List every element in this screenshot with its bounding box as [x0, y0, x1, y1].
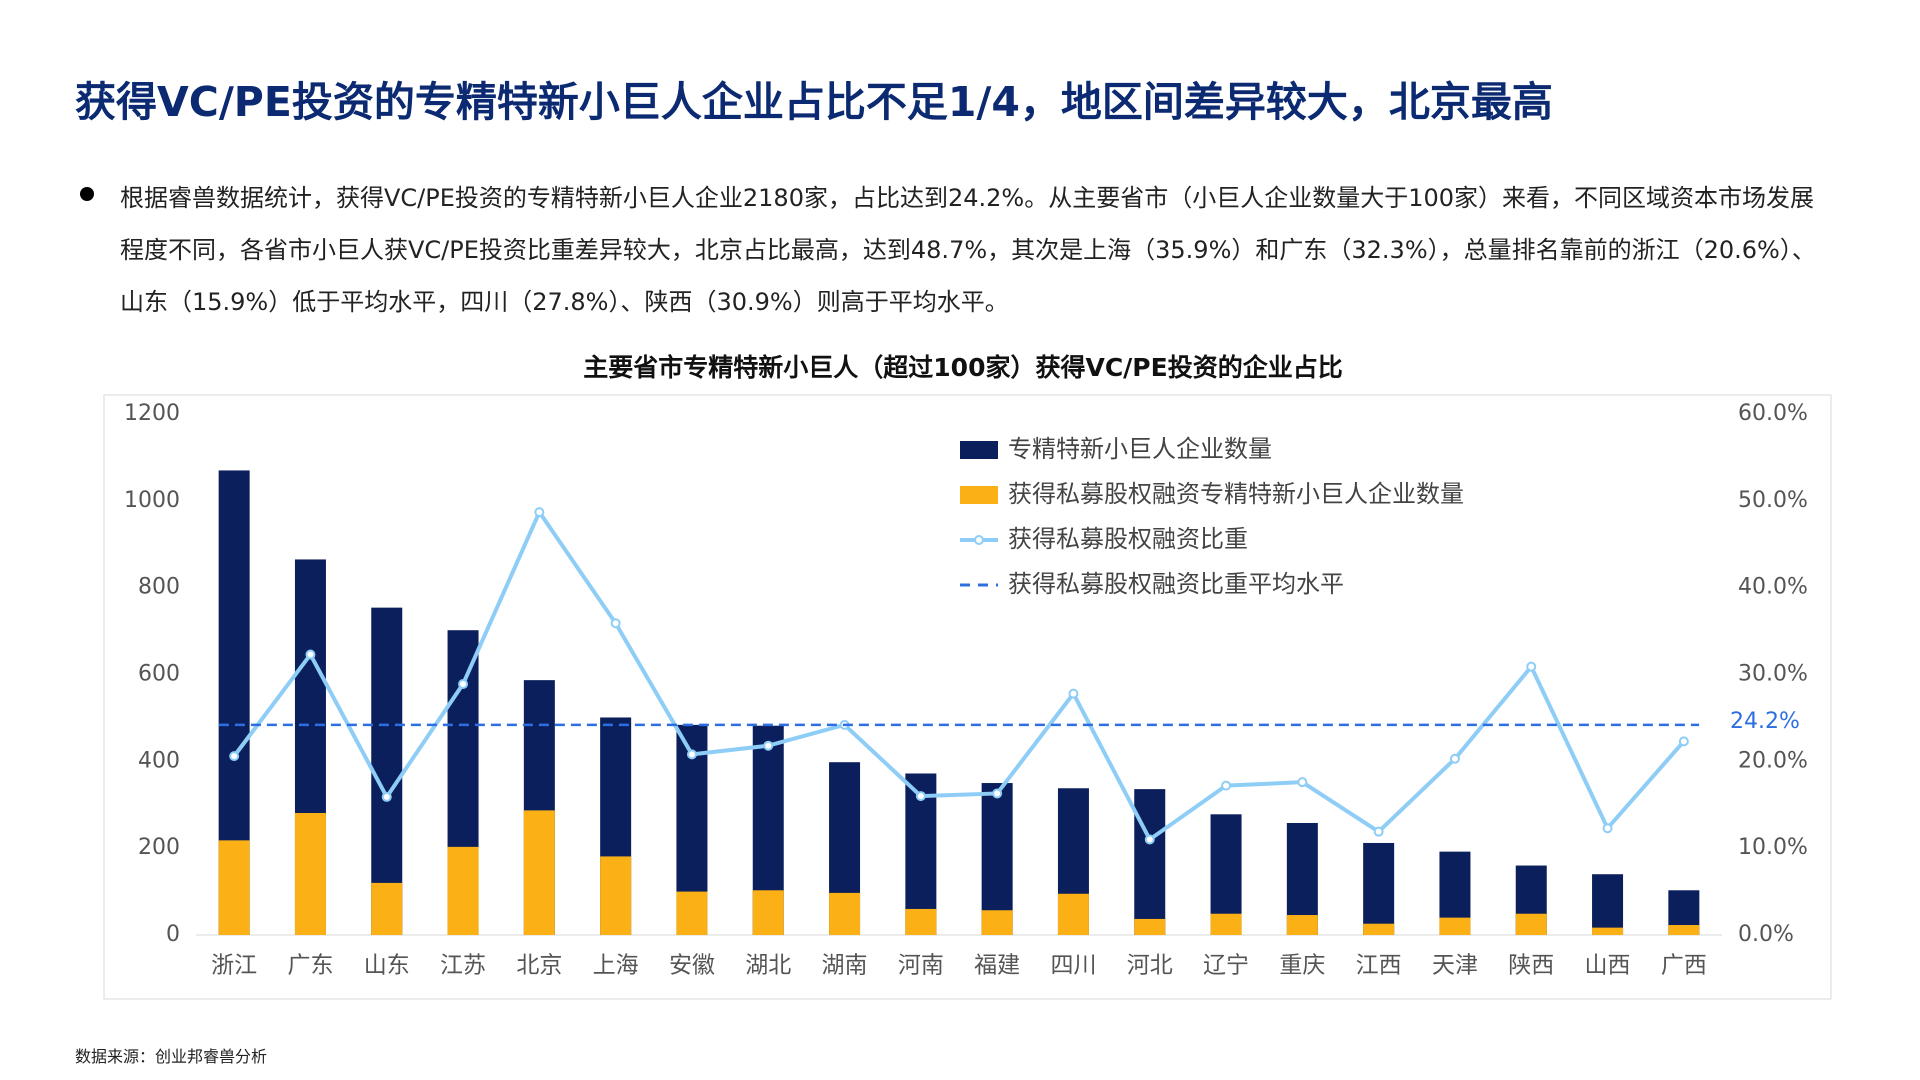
- ratio-point: [610, 618, 621, 629]
- x-tick-label: 山西: [1585, 953, 1631, 979]
- y2-tick-label: 10.0%: [1738, 835, 1808, 860]
- bar: [371, 607, 403, 935]
- ratio-point: [992, 788, 1003, 799]
- ratio-point: [1602, 823, 1613, 834]
- bullet-dot: [80, 187, 94, 201]
- y-tick-label: 400: [138, 748, 180, 773]
- ratio-point: [305, 649, 316, 660]
- x-tick-label: 辽宁: [1203, 953, 1249, 979]
- ratio-point: [686, 749, 697, 760]
- bar: [1210, 913, 1242, 935]
- bar: [905, 908, 937, 935]
- x-tick-label: 河北: [1127, 953, 1173, 979]
- x-tick-label: 广西: [1661, 953, 1707, 979]
- x-tick-label: 浙江: [211, 953, 257, 979]
- legend-swatch: [960, 441, 998, 459]
- bar: [752, 890, 784, 935]
- ratio-point: [1297, 777, 1308, 788]
- legend-swatch: [960, 486, 998, 504]
- y2-tick-label: 0.0%: [1738, 922, 1794, 947]
- bar: [1363, 923, 1395, 935]
- bar: [1057, 893, 1089, 935]
- y2-tick-label: 20.0%: [1738, 748, 1808, 773]
- ratio-point: [1526, 661, 1537, 672]
- ratio-point: [381, 791, 392, 802]
- x-tick-label: 湖北: [745, 953, 791, 979]
- legend-label: 获得私募股权融资比重: [1008, 525, 1248, 553]
- y-tick-label: 1000: [124, 488, 180, 513]
- y2-tick-label: 50.0%: [1738, 488, 1808, 513]
- x-tick-label: 安徽: [669, 953, 715, 979]
- chart-frame: [103, 394, 1832, 1000]
- legend-label: 专精特新小巨人企业数量: [1008, 435, 1272, 463]
- bar: [1668, 925, 1700, 935]
- x-tick-label: 四川: [1050, 953, 1096, 979]
- y-tick-label: 600: [138, 662, 180, 687]
- bar: [1592, 927, 1624, 935]
- chart-title: 主要省市专精特新小巨人（超过100家）获得VC/PE投资的企业占比: [583, 353, 1342, 382]
- ratio-point: [763, 740, 774, 751]
- x-tick-label: 山东: [364, 953, 410, 979]
- bar: [1363, 842, 1395, 935]
- x-tick-label: 河南: [898, 953, 944, 979]
- legend-label: 获得私募股权融资专精特新小巨人企业数量: [1008, 480, 1464, 508]
- ratio-point: [1068, 688, 1079, 699]
- y2-tick-label: 60.0%: [1738, 401, 1808, 426]
- legend-label: 获得私募股权融资比重平均水平: [1008, 570, 1344, 598]
- x-tick-label: 上海: [593, 953, 639, 979]
- ratio-line: [232, 508, 1686, 843]
- bar: [1592, 874, 1624, 935]
- y-tick-label: 200: [138, 835, 180, 860]
- source-note: 数据来源：创业邦睿兽分析: [75, 1047, 268, 1066]
- legend-swatch: [974, 535, 984, 545]
- bar: [676, 891, 708, 935]
- bar: [1439, 917, 1471, 935]
- bar: [218, 840, 250, 935]
- x-tick-label: 江西: [1356, 953, 1402, 979]
- bar: [981, 910, 1013, 935]
- ratio-point: [458, 679, 469, 690]
- bullet-text: 根据睿兽数据统计，获得VC/PE投资的专精特新小巨人企业2180家，占比达到24…: [120, 184, 1816, 316]
- bar: [523, 810, 555, 935]
- y2-tick-label: 40.0%: [1738, 575, 1808, 600]
- bar: [447, 846, 479, 935]
- ratio-point: [1221, 780, 1232, 791]
- average-label: 24.2%: [1730, 709, 1800, 734]
- bar: [1286, 915, 1318, 935]
- bar: [829, 892, 861, 935]
- bar: [600, 856, 632, 935]
- x-tick-label: 重庆: [1279, 953, 1325, 979]
- bar: [981, 783, 1013, 935]
- y-tick-label: 1200: [124, 401, 180, 426]
- bar: [1515, 913, 1547, 935]
- ratio-point: [229, 751, 240, 762]
- y-tick-label: 800: [138, 575, 180, 600]
- bar: [1134, 789, 1166, 935]
- ratio-point: [1678, 736, 1689, 747]
- x-tick-label: 陕西: [1508, 953, 1554, 979]
- ratio-point: [915, 791, 926, 802]
- page-title: 获得VC/PE投资的专精特新小巨人企业占比不足1/4，地区间差异较大，北京最高: [75, 78, 1553, 126]
- x-tick-label: 湖南: [822, 953, 868, 979]
- x-tick-label: 北京: [516, 953, 562, 979]
- ratio-point: [1144, 834, 1155, 845]
- ratio-point: [1373, 826, 1384, 837]
- bar: [1134, 918, 1166, 935]
- x-tick-label: 江苏: [440, 953, 486, 979]
- x-tick-label: 广东: [287, 953, 333, 979]
- chart: 主要省市专精特新小巨人（超过100家）获得VC/PE投资的企业占比 0 200 40…: [103, 353, 1832, 1000]
- ratio-point: [534, 507, 545, 518]
- bar: [371, 882, 403, 935]
- y-tick-label: 0: [166, 922, 180, 947]
- x-tick-label: 福建: [974, 953, 1020, 979]
- x-tick-label: 天津: [1432, 953, 1478, 979]
- bar: [294, 812, 326, 935]
- y2-tick-label: 30.0%: [1738, 662, 1808, 687]
- ratio-point: [1449, 753, 1460, 764]
